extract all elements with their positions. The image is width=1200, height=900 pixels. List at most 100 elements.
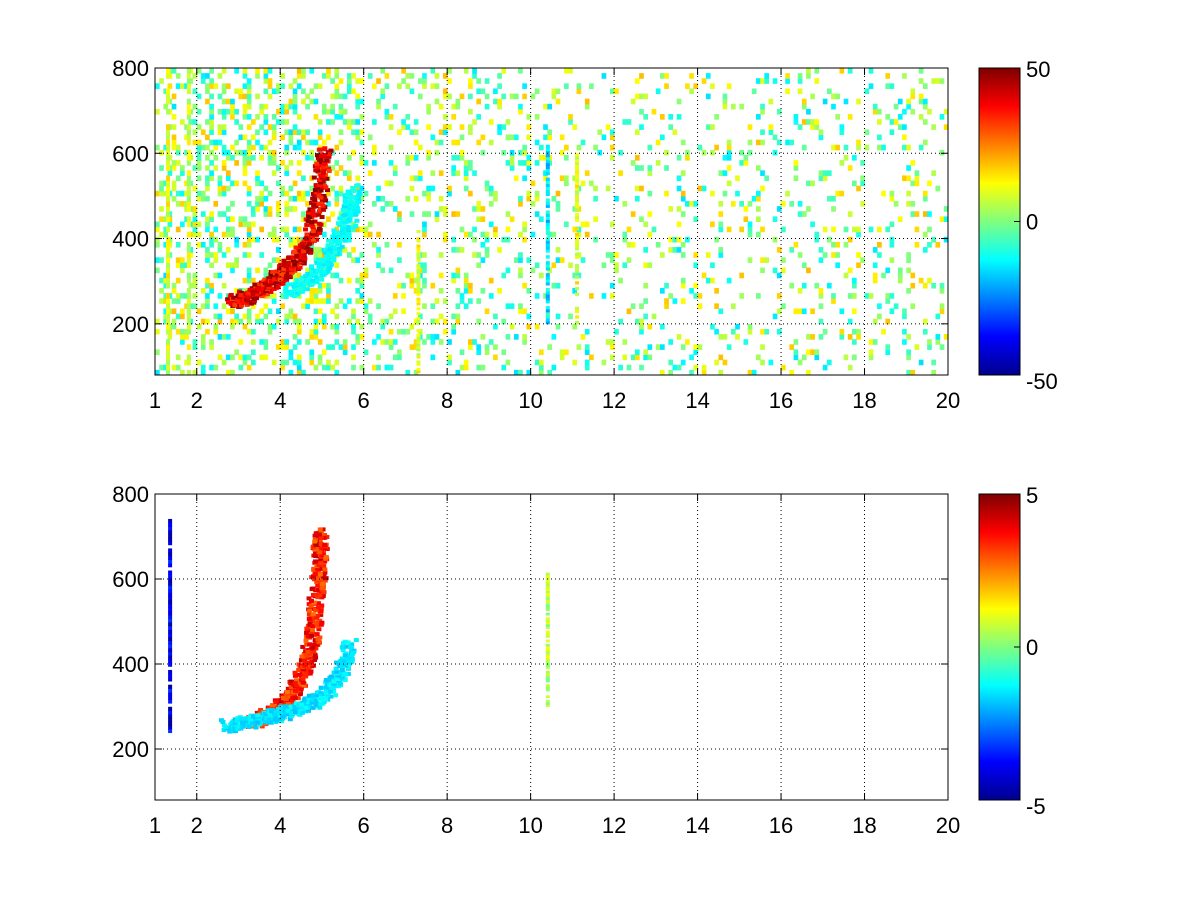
arc-cell bbox=[319, 257, 325, 262]
arc-cell bbox=[307, 642, 313, 647]
streak-cell bbox=[545, 314, 550, 319]
heatmap-cell bbox=[442, 206, 448, 212]
heatmap-cell bbox=[367, 298, 373, 304]
arc-cell bbox=[298, 257, 304, 262]
streak-cell bbox=[575, 173, 580, 177]
y-tick-label: 400 bbox=[112, 227, 149, 252]
heatmap-cell bbox=[288, 185, 294, 192]
streak-cell bbox=[168, 611, 173, 616]
heatmap-cell bbox=[313, 247, 319, 253]
heatmap-cell bbox=[843, 154, 849, 161]
heatmap-cell bbox=[839, 334, 845, 340]
arc-cell bbox=[328, 694, 334, 699]
arc-cell bbox=[238, 290, 244, 295]
heatmap-cell bbox=[509, 323, 515, 330]
heatmap-cell bbox=[801, 282, 807, 289]
heatmap-cell bbox=[831, 293, 836, 299]
streak-cell bbox=[575, 227, 580, 231]
heatmap-cell bbox=[630, 241, 636, 248]
arc-cell bbox=[310, 592, 316, 597]
top-heatmap-cells bbox=[155, 68, 949, 376]
arc-cell bbox=[319, 200, 325, 205]
arc-cell bbox=[314, 615, 320, 620]
heatmap-cell bbox=[338, 103, 344, 110]
heatmap-cell bbox=[493, 354, 498, 361]
heatmap-cell bbox=[392, 103, 398, 110]
heatmap-cell bbox=[401, 282, 406, 289]
heatmap-cell bbox=[355, 175, 361, 182]
heatmap-cell bbox=[409, 211, 415, 217]
arc-cell bbox=[287, 717, 293, 722]
arc-cell bbox=[341, 659, 347, 664]
heatmap-cell bbox=[217, 293, 223, 299]
arc-cell bbox=[288, 267, 294, 272]
heatmap-cell bbox=[726, 226, 732, 233]
arc-cell bbox=[308, 603, 314, 608]
heatmap-cell bbox=[171, 68, 177, 74]
heatmap-cell bbox=[267, 83, 273, 89]
streak-cell bbox=[168, 717, 173, 723]
heatmap-cell bbox=[522, 236, 527, 243]
heatmap-cell bbox=[296, 144, 302, 151]
arc-cell bbox=[347, 655, 353, 660]
heatmap-cell bbox=[205, 277, 210, 284]
heatmap-cell bbox=[196, 241, 202, 248]
heatmap-cell bbox=[538, 216, 544, 222]
heatmap-cell bbox=[693, 349, 699, 356]
heatmap-cell bbox=[221, 334, 227, 340]
streak-cell bbox=[168, 692, 173, 697]
heatmap-cell bbox=[781, 226, 786, 233]
arc-cell bbox=[251, 297, 257, 302]
streak-cell bbox=[416, 246, 421, 250]
arc-cell bbox=[307, 671, 313, 676]
arc-cell bbox=[313, 271, 319, 276]
streak-cell bbox=[168, 603, 173, 608]
arc-cell bbox=[284, 264, 290, 269]
heatmap-cell bbox=[434, 149, 440, 156]
heatmap-cell bbox=[230, 98, 235, 105]
heatmap-cell bbox=[242, 180, 248, 187]
heatmap-cell bbox=[718, 226, 724, 233]
heatmap-cell bbox=[781, 364, 786, 371]
arc-cell bbox=[292, 670, 298, 675]
streak-cell bbox=[575, 281, 580, 285]
heatmap-cell bbox=[760, 78, 765, 84]
heatmap-cell bbox=[230, 180, 235, 187]
heatmap-cell bbox=[910, 272, 916, 279]
streak-cell bbox=[166, 267, 171, 274]
x-tick-label: 16 bbox=[769, 813, 793, 838]
arc-cell bbox=[303, 227, 309, 232]
arc-cell bbox=[304, 287, 310, 292]
heatmap-cell bbox=[238, 364, 244, 371]
heatmap-cell bbox=[789, 139, 795, 146]
heatmap-cell bbox=[234, 180, 239, 187]
heatmap-cell bbox=[484, 93, 490, 100]
streak-cell bbox=[166, 165, 171, 171]
heatmap-cell bbox=[422, 282, 427, 289]
heatmap-cell bbox=[334, 114, 340, 120]
heatmap-cell bbox=[434, 334, 440, 340]
streak-cell bbox=[545, 617, 550, 620]
arc-cell bbox=[310, 624, 316, 629]
arc-cell bbox=[308, 250, 314, 255]
heatmap-cell bbox=[772, 313, 778, 320]
heatmap-cell bbox=[856, 334, 861, 340]
heatmap-cell bbox=[739, 160, 744, 166]
arc-cell bbox=[311, 203, 317, 208]
heatmap-cell bbox=[221, 68, 227, 74]
arc-cell bbox=[297, 265, 303, 270]
streak-cell bbox=[166, 149, 171, 156]
heatmap-cell bbox=[668, 124, 674, 130]
heatmap-cell bbox=[680, 282, 686, 289]
streak-cell bbox=[575, 195, 580, 200]
heatmap-cell bbox=[225, 170, 231, 176]
heatmap-cell bbox=[225, 83, 231, 89]
heatmap-cell bbox=[551, 334, 557, 340]
streak-cell bbox=[545, 153, 550, 158]
arc-cell bbox=[319, 603, 325, 608]
heatmap-cell bbox=[493, 323, 498, 330]
arc-cell bbox=[301, 704, 307, 709]
heatmap-cell bbox=[280, 190, 285, 197]
streak-cell bbox=[416, 285, 421, 289]
heatmap-cell bbox=[159, 206, 164, 212]
